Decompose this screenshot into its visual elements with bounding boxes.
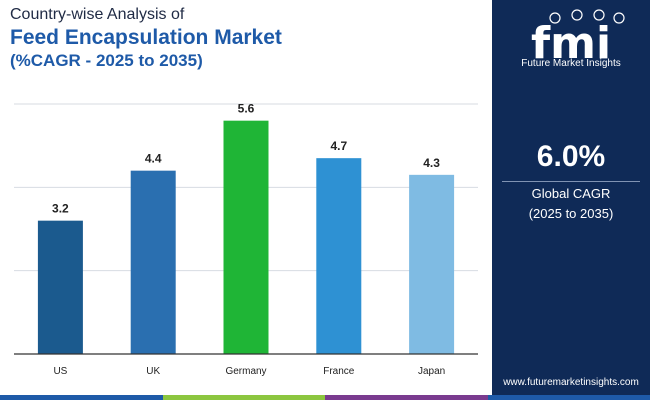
x-tick-label: UK xyxy=(146,366,160,377)
data-label: 5.6 xyxy=(238,102,255,116)
x-tick-label: Japan xyxy=(418,366,445,377)
divider xyxy=(502,181,640,182)
bar xyxy=(223,120,269,355)
x-tick-label: Germany xyxy=(225,366,266,377)
fmi-logo-text: fmi xyxy=(531,18,611,69)
logo-caption: Future Market Insights xyxy=(521,58,621,69)
website-link[interactable]: www.futuremarketinsights.com xyxy=(503,377,639,388)
bar-chart: 3.2 US 4.4 UK 5.6 Germany 4.7 France 4.3 Japan xyxy=(14,102,478,377)
chart-subtitle: (%CAGR - 2025 to 2035) xyxy=(10,51,203,70)
global-cagr-period: (2025 to 2035) xyxy=(528,206,614,221)
x-tick-label: France xyxy=(323,366,355,377)
bottom-color-strip xyxy=(0,395,650,400)
chart-panel: Country-wise Analysis of Feed Encapsulat… xyxy=(10,6,478,377)
bar xyxy=(316,158,362,354)
strip-segment xyxy=(162,395,325,400)
fmi-logo: fmi xyxy=(531,9,625,69)
data-label: 4.7 xyxy=(330,139,347,153)
global-cagr-label: Global CAGR xyxy=(531,186,611,201)
bar xyxy=(130,170,176,354)
x-tick-label: US xyxy=(53,366,67,377)
chart-title-line2: Feed Encapsulation Market xyxy=(10,26,282,49)
global-cagr-value: 6.0% xyxy=(536,140,606,173)
sidebar-panel: fmi Future Market Insights 6.0% Global C… xyxy=(492,0,650,400)
strip-segment xyxy=(487,395,650,400)
strip-segment xyxy=(0,395,163,400)
data-label: 4.3 xyxy=(423,156,440,170)
chart-title-line1: Country-wise Analysis of xyxy=(10,6,185,23)
data-label: 3.2 xyxy=(52,202,69,216)
bar xyxy=(37,220,83,354)
strip-segment xyxy=(325,395,488,400)
bar xyxy=(409,174,455,354)
data-label: 4.4 xyxy=(145,152,162,166)
